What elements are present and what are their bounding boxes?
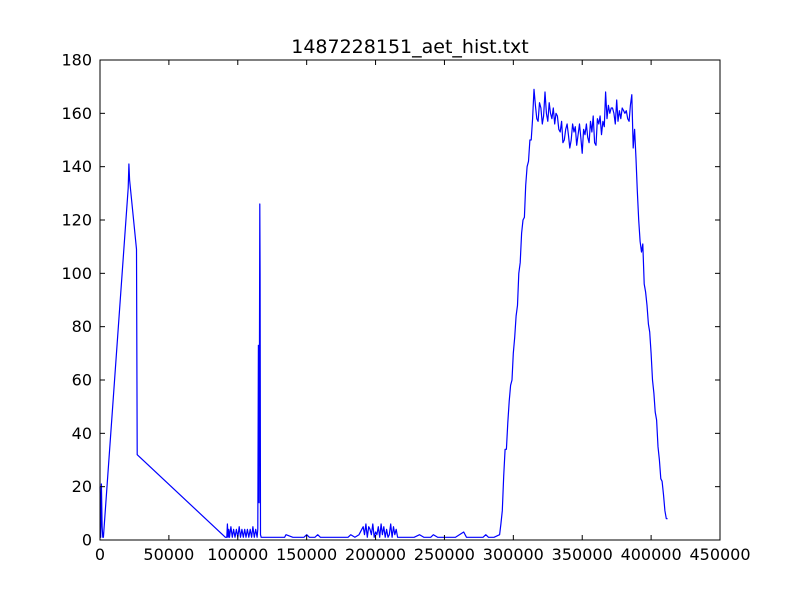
x-tick-label: 150000	[276, 545, 337, 564]
y-tick-label: 0	[82, 531, 92, 550]
y-tick-label: 180	[61, 51, 92, 70]
y-tick-label: 100	[61, 264, 92, 283]
chart-title: 1487228151_aet_hist.txt	[291, 36, 529, 58]
x-tick-label: 300000	[483, 545, 544, 564]
plot-frame	[99, 59, 721, 541]
x-tick-label: 400000	[621, 545, 682, 564]
y-tick-label: 40	[72, 424, 92, 443]
x-tick-label: 200000	[345, 545, 406, 564]
x-tick-label: 450000	[689, 545, 750, 564]
y-tick-label: 20	[72, 477, 92, 496]
x-tick-label: 0	[95, 545, 105, 564]
x-tick-label: 350000	[552, 545, 613, 564]
y-tick-label: 160	[61, 104, 92, 123]
x-tick-label: 250000	[414, 545, 475, 564]
y-tick-label: 140	[61, 157, 92, 176]
y-tick-label: 60	[72, 371, 92, 390]
x-tick-label: 100000	[207, 545, 268, 564]
y-tick-label: 80	[72, 317, 92, 336]
series-line-0	[99, 88, 668, 538]
y-tick-label: 120	[61, 211, 92, 230]
x-tick-label: 50000	[143, 545, 194, 564]
